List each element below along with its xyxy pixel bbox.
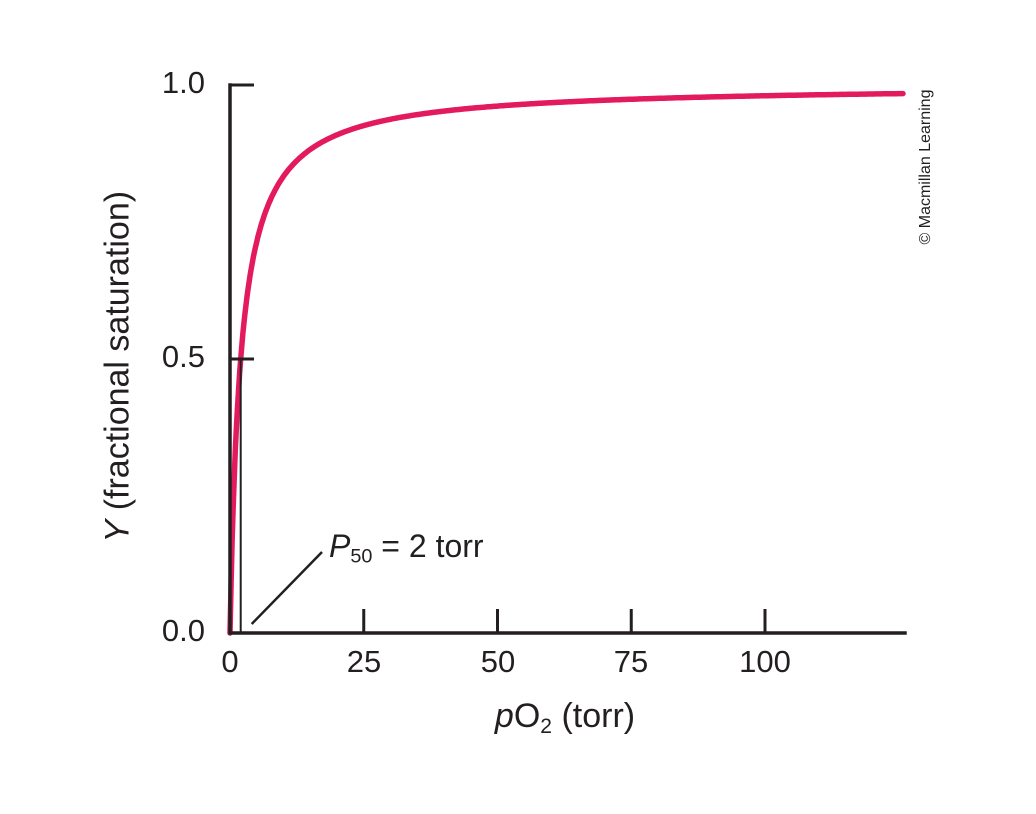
y-tick-label-1.0: 1.0: [161, 65, 205, 100]
y-tick-label-0.0: 0.0: [161, 613, 205, 648]
x-tick-label-25: 25: [346, 644, 382, 679]
x-tick-label-0: 0: [221, 644, 239, 679]
x-tick-label-75: 75: [613, 644, 649, 679]
y-axis-title: Y (fractional saturation): [98, 87, 137, 647]
y-axis-title-symbol: Y: [98, 519, 137, 543]
y-tick-label-0.5: 0.5: [161, 339, 205, 374]
annotation-leader-line: [250, 551, 323, 625]
p50-annotation-symbol: P: [329, 528, 351, 564]
x-axis-title: pO2 (torr): [365, 697, 765, 738]
x-tick-label-50: 50: [480, 644, 516, 679]
binding-curve-line: [227, 90, 906, 636]
axis-tick-marks: [230, 83, 767, 633]
x-tick-label-100: 100: [739, 644, 791, 679]
copyright-credit: © Macmillan Learning: [917, 89, 934, 245]
x-axis-title-symbol: p: [494, 697, 514, 735]
x-axis-title-unit: (torr): [552, 697, 636, 735]
p50-annotation-value: = 2 torr: [372, 528, 484, 564]
x-axis-title-subscript: 2: [540, 714, 552, 738]
y-axis-title-text: (fractional saturation): [98, 190, 137, 520]
p50-annotation: P50 = 2 torr: [329, 530, 484, 567]
x-axis-title-element: O: [513, 697, 541, 735]
axes-lines: [228, 83, 907, 635]
p50-annotation-subscript: 50: [350, 545, 373, 568]
